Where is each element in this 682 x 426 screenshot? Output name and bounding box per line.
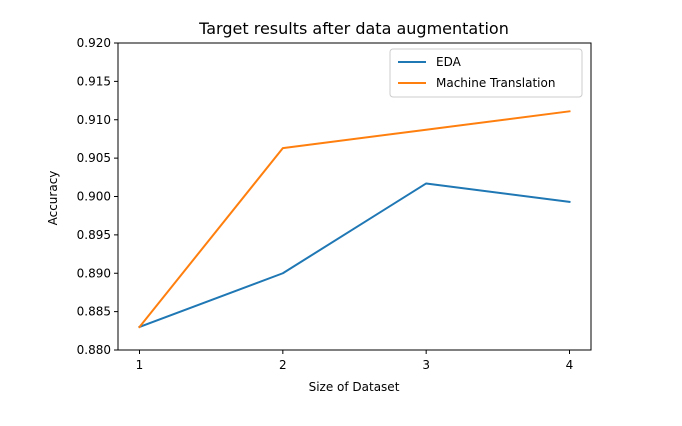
chart-title: Target results after data augmentation (198, 19, 509, 38)
legend: EDA Machine Translation (389, 48, 583, 98)
y-tick-label: 0.915 (77, 74, 111, 88)
x-tick-label: 3 (422, 358, 430, 372)
x-axis-label: Size of Dataset (309, 380, 400, 394)
series-group (138, 110, 571, 329)
y-tick-label: 0.890 (77, 266, 111, 280)
series-line-eda (138, 182, 571, 329)
x-tick-label: 2 (279, 358, 287, 372)
y-tick-label: 0.895 (77, 228, 111, 242)
y-axis: 0.880 0.885 0.890 0.895 0.900 0.905 0.910 0.915… (77, 36, 118, 357)
series-line-machine-translation (138, 110, 571, 329)
x-axis: 1 2 3 4 (136, 350, 574, 372)
y-tick-label: 0.910 (77, 113, 111, 127)
y-tick-label: 0.920 (77, 36, 111, 50)
legend-label: EDA (436, 55, 462, 69)
legend-box (389, 48, 583, 98)
y-tick-label: 0.885 (77, 305, 111, 319)
y-axis-label: Accuracy (46, 171, 60, 226)
x-tick-label: 4 (566, 358, 574, 372)
legend-label: Machine Translation (436, 76, 555, 90)
y-tick-label: 0.905 (77, 151, 111, 165)
y-tick-label: 0.880 (77, 343, 111, 357)
x-tick-label: 1 (136, 358, 144, 372)
y-tick-label: 0.900 (77, 190, 111, 204)
